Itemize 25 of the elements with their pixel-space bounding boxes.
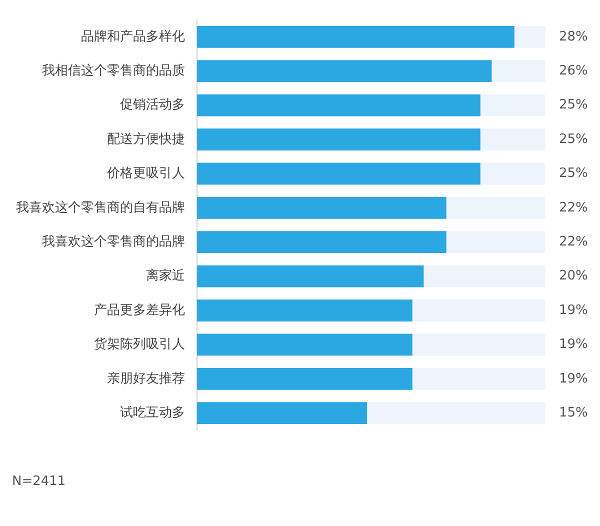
data-label: 20% [559, 268, 588, 284]
y-tick-label: 离家近 [146, 268, 185, 284]
data-label: 19% [559, 337, 588, 352]
y-tick-label: 我相信这个零售商的品质 [42, 63, 185, 78]
y-tick-label: 亲朋好友推荐 [107, 371, 185, 386]
y-tick-label: 产品更多差异化 [94, 302, 185, 318]
y-tick-label: 价格更吸引人 [106, 166, 185, 182]
data-label: 25% [559, 132, 588, 147]
data-label: 19% [559, 371, 588, 386]
data-label: 25% [559, 98, 588, 113]
y-tick-label: 试吃互动多 [120, 405, 185, 420]
y-tick-label: 品牌和产品多样化 [81, 29, 185, 44]
y-tick-label: 货架陈列吸引人 [94, 337, 185, 352]
y-tick-label: 促销活动多 [120, 98, 185, 113]
data-label: 25% [559, 166, 588, 182]
y-tick-label: 配送方便快捷 [107, 130, 185, 147]
text: N=2411 [12, 474, 66, 489]
data-label: 28% [559, 29, 588, 44]
data-label: 15% [559, 405, 588, 420]
data-label: 22% [559, 234, 588, 250]
data-label: 19% [559, 302, 588, 318]
y-tick-label: 我喜欢这个零售商的品牌 [42, 234, 185, 250]
y-tick-label: 我喜欢这个零售商的自有品牌 [16, 200, 185, 216]
data-label: 22% [559, 200, 588, 216]
data-label: 26% [559, 63, 588, 78]
